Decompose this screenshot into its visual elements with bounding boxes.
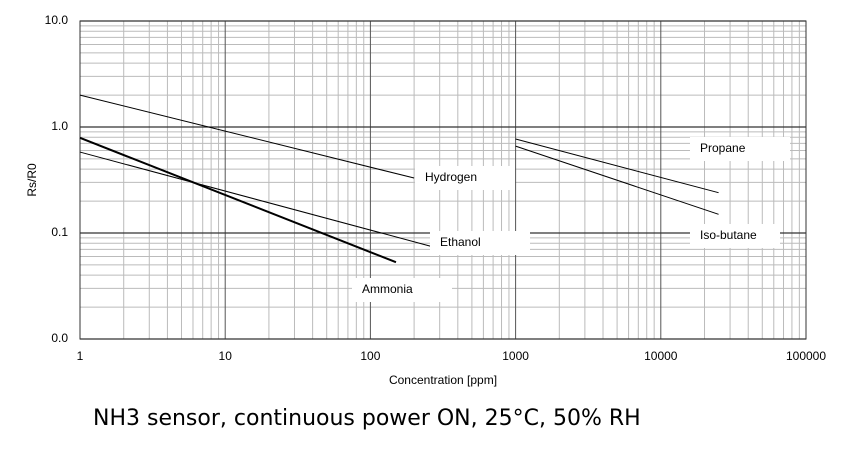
- y-tick-label: 10.0: [45, 13, 69, 27]
- x-tick-label: 10: [219, 349, 233, 363]
- label-box: [352, 278, 452, 302]
- series-label: Hydrogen: [425, 170, 477, 184]
- series-line: [79, 151, 431, 247]
- label-box: [430, 231, 530, 255]
- x-tick-label: 1: [77, 349, 84, 363]
- x-tick-label: 10000: [644, 349, 678, 363]
- label-box: [690, 137, 790, 161]
- x-tick-label: 100000: [786, 349, 826, 363]
- series-line: [79, 136, 397, 264]
- series-line: [515, 138, 719, 194]
- caption: NH3 sensor, continuous power ON, 25°C, 5…: [93, 406, 641, 431]
- series-line: [515, 145, 719, 215]
- plot-border: [79, 20, 807, 340]
- label-box: [690, 224, 780, 248]
- y-tick-label: 0.0: [51, 331, 68, 345]
- series-label: Propane: [700, 141, 746, 155]
- series-label: Iso-butane: [700, 228, 757, 242]
- series-line: [79, 94, 415, 179]
- y-tick-label: 0.1: [51, 225, 68, 239]
- x-axis-label: Concentration [ppm]: [389, 373, 497, 387]
- series-label: Ethanol: [440, 235, 481, 249]
- x-tick-label: 1000: [502, 349, 529, 363]
- label-box: [415, 166, 515, 190]
- y-axis-label: Rs/R0: [25, 163, 39, 197]
- x-tick-label: 100: [360, 349, 380, 363]
- series-label: Ammonia: [362, 282, 413, 296]
- y-tick-label: 1.0: [51, 119, 68, 133]
